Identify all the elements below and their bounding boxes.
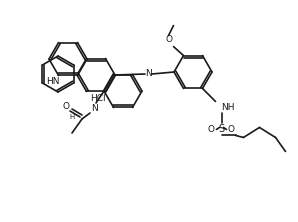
Text: O: O — [208, 125, 215, 134]
Text: HCl: HCl — [90, 95, 106, 103]
Text: O: O — [165, 35, 172, 44]
Text: O: O — [228, 125, 235, 134]
Text: S: S — [218, 125, 225, 135]
Text: NH: NH — [221, 103, 235, 112]
Text: N: N — [145, 69, 151, 79]
Text: H: H — [69, 114, 74, 120]
Text: O: O — [63, 103, 69, 111]
Text: HN: HN — [46, 77, 60, 85]
Text: N: N — [91, 105, 97, 113]
